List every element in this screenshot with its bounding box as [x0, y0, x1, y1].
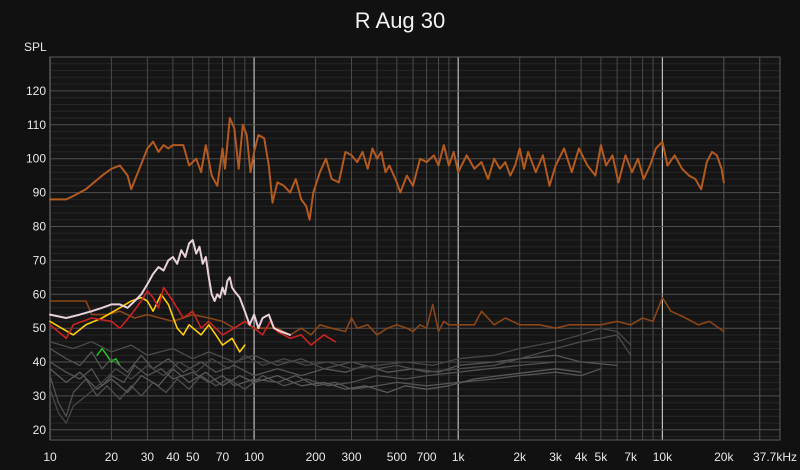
x-tick-label: 30: [141, 450, 155, 464]
series-line-6: [96, 347, 121, 367]
x-tick-label: 300: [341, 450, 361, 464]
x-tick-label: 3k: [549, 450, 563, 464]
y-axis-label: SPL: [24, 40, 47, 54]
series-line-11: [49, 368, 582, 394]
plot-border: [49, 56, 781, 441]
x-tick-label: 40: [166, 450, 180, 464]
series-line-3: [49, 293, 246, 353]
y-tick-label: 90: [33, 186, 47, 200]
x-tick-label: 20: [105, 450, 119, 464]
y-tick-label: 60: [33, 287, 47, 301]
series-line-5: [49, 239, 292, 336]
x-tick-label: 700: [417, 450, 437, 464]
x-tick-label: 100: [244, 450, 264, 464]
y-tick-label: 120: [26, 84, 46, 98]
y-tick-label: 40: [33, 355, 47, 369]
x-tick-label: 7k: [624, 450, 638, 464]
y-tick-label: 30: [33, 389, 47, 403]
plot-area: [50, 57, 780, 440]
y-tick-label: 20: [33, 423, 47, 437]
x-tick-label: 20k: [714, 450, 734, 464]
y-tick-label: 80: [33, 220, 47, 234]
series-line-4: [49, 286, 337, 346]
y-tick-label: 100: [26, 152, 46, 166]
y-tick-label: 70: [33, 253, 47, 267]
chart-title: R Aug 30: [355, 8, 446, 33]
series-line-8: [49, 347, 618, 377]
y-tick-label: 110: [27, 118, 46, 132]
x-tick-label: 5k: [595, 450, 609, 464]
x-tick-label: 2k: [513, 450, 527, 464]
x-tick-label: 70: [216, 450, 230, 464]
series-line-1: [49, 117, 725, 221]
grid-lines: [49, 56, 781, 441]
chart-series: [49, 117, 725, 424]
x-tick-label: 4k: [575, 450, 589, 464]
tick-labels: 20 30 40 50 60 70 80 90 100 110 120 10 20 30 40 50 70 100…: [26, 84, 797, 464]
x-tick-label: 500: [387, 450, 407, 464]
x-tick-label: 1k: [452, 450, 466, 464]
series-line-12: [49, 327, 632, 424]
series-line-9: [49, 361, 557, 417]
x-tick-label: 50: [186, 450, 200, 464]
x-tick-label: 10k: [653, 450, 673, 464]
series-line-2: [49, 296, 725, 336]
x-tick-label: 37.7kHz: [753, 450, 797, 464]
y-tick-label: 50: [33, 321, 47, 335]
x-tick-label: 10: [43, 450, 57, 464]
x-tick-label: 200: [306, 450, 326, 464]
